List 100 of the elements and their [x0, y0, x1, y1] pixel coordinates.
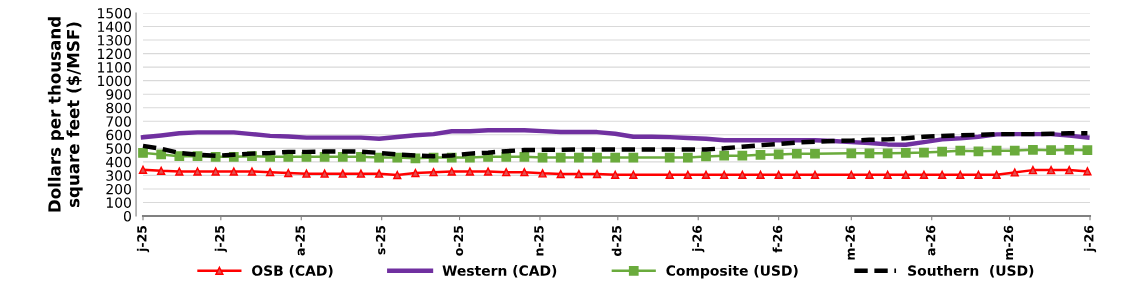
point — [773, 149, 784, 160]
y-tick-label: 200 — [106, 183, 131, 195]
point — [955, 145, 966, 156]
y-tick-label: 800 — [106, 102, 131, 114]
point — [974, 170, 983, 179]
point — [611, 170, 620, 179]
point — [519, 151, 530, 162]
point — [937, 170, 947, 179]
point — [1046, 145, 1056, 156]
point — [738, 170, 747, 179]
x-tick-label: j-26 — [1083, 225, 1097, 253]
x-tick-label: o-25 — [453, 225, 464, 256]
y-tick-label: 300 — [106, 170, 131, 181]
point — [701, 151, 711, 162]
x-tick-label: s-25 — [375, 225, 386, 255]
point — [1064, 144, 1075, 155]
point — [356, 169, 366, 178]
point — [538, 169, 547, 178]
point — [447, 167, 456, 176]
point — [956, 170, 965, 179]
point — [1009, 145, 1020, 156]
point — [864, 148, 875, 159]
x-tick-label: j-25 — [136, 225, 150, 253]
point — [156, 166, 166, 175]
y-tick-label: 1300 — [98, 35, 131, 46]
point — [374, 169, 384, 178]
point — [900, 148, 911, 158]
y-tick-label: 700 — [106, 116, 131, 127]
point — [337, 151, 348, 162]
point — [211, 167, 220, 176]
x-tick-label: a-26 — [925, 225, 936, 256]
point — [592, 169, 602, 179]
point — [992, 170, 1001, 179]
point — [1028, 165, 1038, 175]
point — [756, 170, 765, 179]
y-tick-label: 1400 — [98, 21, 131, 33]
legend-label: Southern (USD) — [908, 265, 1034, 278]
point — [737, 150, 748, 161]
x-tick-label: m-26 — [1003, 225, 1014, 260]
legend-label: Western (CAD) — [442, 265, 557, 278]
point — [810, 170, 820, 179]
point — [973, 146, 984, 157]
point — [556, 169, 565, 179]
legend-label: Composite (USD) — [666, 265, 798, 279]
point — [592, 152, 602, 163]
point — [846, 148, 857, 159]
y-tick-label: 400 — [106, 156, 131, 168]
point — [810, 148, 820, 159]
point — [1046, 165, 1056, 175]
x-tick-label: f-26 — [772, 225, 783, 253]
point — [320, 169, 329, 178]
point — [1082, 145, 1093, 156]
point — [247, 167, 257, 176]
point — [847, 170, 856, 179]
point — [629, 170, 638, 179]
point — [175, 167, 184, 176]
point — [774, 170, 783, 179]
point — [664, 152, 675, 163]
point — [937, 146, 947, 157]
x-tick-label: n-25 — [534, 225, 544, 256]
y-tick-label: 1200 — [98, 48, 131, 60]
y-tick-label: 0 — [123, 210, 131, 222]
point — [501, 151, 512, 162]
x-tick-label: m-26 — [845, 225, 855, 260]
y-axis-title: Dollars per thousand square feet ($/MSF) — [47, 17, 83, 212]
point — [174, 151, 185, 162]
point — [555, 152, 566, 163]
point — [682, 152, 693, 163]
point — [665, 170, 674, 179]
point — [1083, 167, 1092, 176]
point — [229, 167, 238, 176]
x-tick-label: a-25 — [295, 225, 305, 256]
y-tick-label: 500 — [106, 143, 131, 154]
x-tick-label: d-25 — [611, 225, 622, 256]
point — [411, 168, 420, 178]
point — [720, 170, 729, 179]
point — [865, 170, 874, 179]
point — [701, 170, 711, 179]
point — [265, 167, 275, 177]
point — [901, 170, 910, 179]
point — [919, 170, 929, 179]
y-tick-label: 1500 — [98, 7, 131, 19]
point — [138, 148, 148, 158]
point — [1065, 165, 1074, 175]
point — [302, 169, 311, 178]
point — [429, 167, 438, 177]
y-tick-label: 1000 — [98, 75, 131, 87]
point — [356, 151, 366, 162]
point — [393, 170, 402, 180]
point — [483, 167, 493, 176]
point — [610, 152, 621, 163]
point — [1010, 168, 1019, 177]
y-tick-label: 1100 — [98, 62, 131, 73]
point — [465, 167, 475, 176]
y-tick-label: 100 — [106, 197, 131, 208]
point — [338, 169, 347, 178]
legend-label: OSB (CAD) — [252, 265, 333, 278]
point — [792, 170, 801, 179]
point — [502, 167, 511, 177]
y-tick-label: 600 — [106, 129, 131, 141]
